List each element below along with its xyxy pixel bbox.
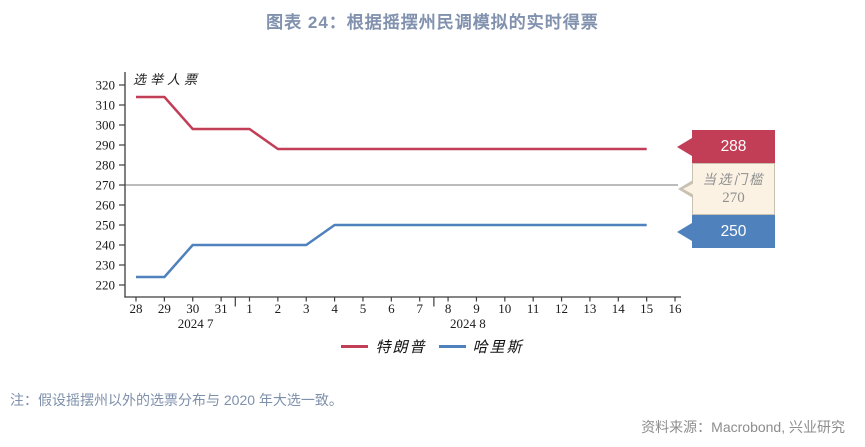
left-arrow-icon (677, 137, 692, 156)
left-arrow-icon (677, 222, 692, 241)
svg-text:13: 13 (583, 301, 596, 316)
svg-text:220: 220 (96, 278, 116, 293)
svg-text:30: 30 (186, 301, 199, 316)
legend-item-trump: 特朗普 (341, 336, 426, 357)
svg-text:31: 31 (215, 301, 228, 316)
svg-text:250: 250 (96, 218, 116, 233)
left-notch-fill-icon (682, 182, 696, 196)
harris-line-swatch-icon (438, 345, 466, 348)
svg-text:2024 7: 2024 7 (178, 316, 214, 331)
trump-end-value: 288 (720, 137, 747, 155)
svg-text:310: 310 (96, 98, 116, 113)
harris-end-value: 250 (720, 222, 747, 240)
footnote: 注：假设摇摆州以外的选票分布与 2020 年大选一致。 (10, 392, 343, 408)
svg-text:1: 1 (246, 301, 253, 316)
svg-text:9: 9 (473, 301, 480, 316)
svg-text:2: 2 (275, 301, 282, 316)
svg-text:12: 12 (555, 301, 568, 316)
svg-text:4: 4 (331, 301, 338, 316)
svg-text:28: 28 (130, 301, 143, 316)
svg-text:290: 290 (96, 138, 116, 153)
y-axis-unit-label: 选举人票 (133, 73, 202, 88)
svg-text:5: 5 (360, 301, 367, 316)
svg-text:240: 240 (96, 238, 116, 253)
svg-text:15: 15 (640, 301, 653, 316)
legend-item-harris: 哈里斯 (438, 336, 524, 357)
svg-text:260: 260 (96, 198, 116, 213)
svg-text:6: 6 (388, 301, 395, 316)
svg-text:10: 10 (498, 301, 511, 316)
svg-text:29: 29 (158, 301, 171, 316)
threshold-label: 当选门槛 (702, 171, 765, 188)
legend-label-trump: 特朗普 (375, 338, 427, 356)
legend-label-harris: 哈里斯 (472, 338, 524, 356)
svg-text:14: 14 (612, 301, 626, 316)
threshold-value: 270 (722, 189, 745, 206)
svg-text:300: 300 (96, 118, 116, 133)
data-source: 资料来源：Macrobond, 兴业研究 (641, 419, 845, 435)
svg-text:270: 270 (96, 178, 116, 193)
svg-text:230: 230 (96, 258, 116, 273)
svg-text:11: 11 (527, 301, 540, 316)
svg-text:8: 8 (445, 301, 452, 316)
chart-legend: 特朗普 哈里斯 (0, 336, 865, 357)
svg-text:280: 280 (96, 158, 116, 173)
harris-end-value-badge: 250 (677, 215, 775, 248)
threshold-badge: 当选门槛 270 (678, 163, 775, 215)
svg-text:3: 3 (303, 301, 310, 316)
svg-text:320: 320 (96, 78, 116, 93)
trump-end-value-badge: 288 (677, 130, 775, 163)
svg-text:2024 8: 2024 8 (450, 316, 486, 331)
svg-text:16: 16 (669, 301, 683, 316)
page-title: 图表 24：根据摇摆州民调模拟的实时得票 (266, 13, 599, 32)
trump-line-swatch-icon (341, 345, 369, 348)
svg-text:7: 7 (416, 301, 423, 316)
